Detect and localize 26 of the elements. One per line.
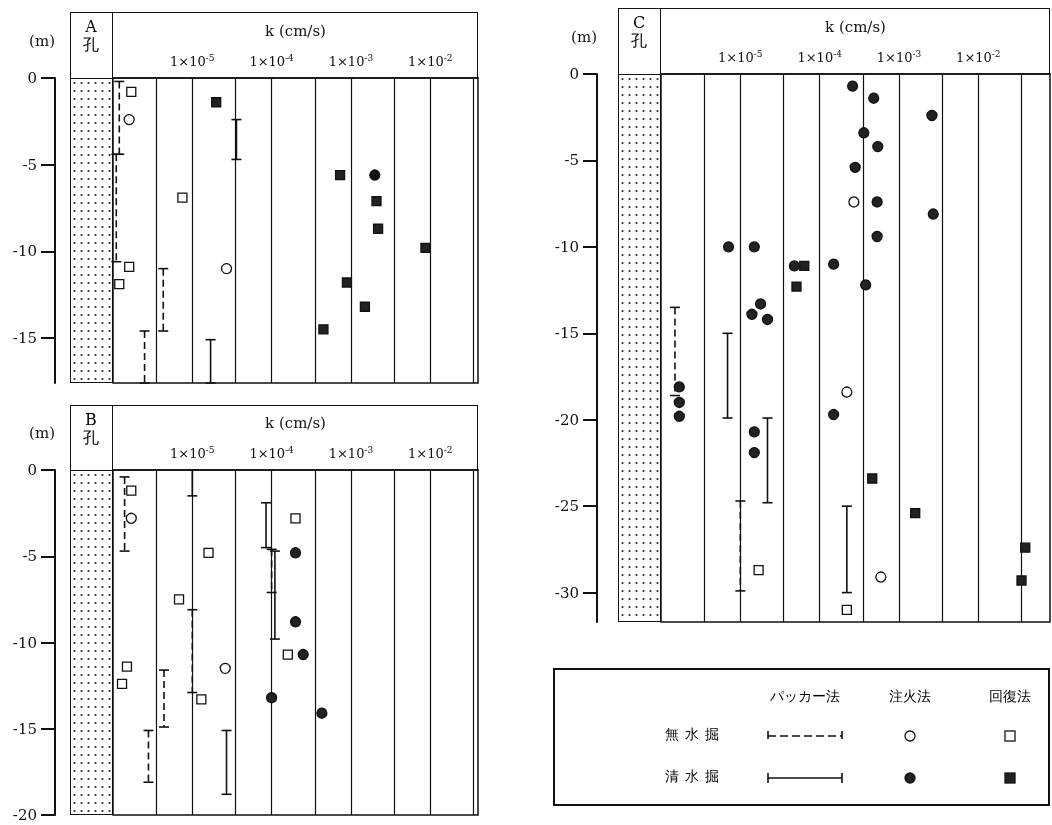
chart-title: C孔 bbox=[630, 13, 648, 50]
y-tick-label: -25 bbox=[554, 497, 579, 516]
y-axis-title: (m) bbox=[571, 27, 597, 46]
y-tick-label: -5 bbox=[564, 151, 579, 170]
y-tick-label: -5 bbox=[22, 155, 37, 174]
x-axis-title: k (cm/s) bbox=[825, 17, 886, 36]
chart-title: A孔 bbox=[82, 17, 100, 54]
y-tick-label: -20 bbox=[554, 410, 579, 429]
legend-card: パッカー法 注火法 回復法 無水掘 清水掘 bbox=[553, 668, 1050, 806]
y-axis-title: (m) bbox=[29, 423, 55, 442]
y-tick-label: 0 bbox=[569, 65, 579, 83]
y-axis-title: (m) bbox=[29, 31, 55, 50]
x-axis-title: k (cm/s) bbox=[265, 21, 326, 40]
x-axis-title: k (cm/s) bbox=[265, 413, 326, 432]
y-tick-label: 0 bbox=[27, 69, 37, 87]
y-tick-label: -10 bbox=[12, 242, 37, 261]
y-tick-label: -15 bbox=[554, 324, 579, 343]
y-tick-label: -5 bbox=[22, 547, 37, 566]
chart-title: B孔 bbox=[82, 410, 100, 447]
y-tick-label: -10 bbox=[554, 237, 579, 256]
y-tick-label: -20 bbox=[12, 806, 37, 824]
y-tick-label: 0 bbox=[27, 461, 37, 479]
y-tick-label: -15 bbox=[12, 719, 37, 738]
y-tick-label: -10 bbox=[12, 633, 37, 652]
y-tick-label: -15 bbox=[12, 328, 37, 347]
y-tick-label: -30 bbox=[554, 583, 579, 602]
